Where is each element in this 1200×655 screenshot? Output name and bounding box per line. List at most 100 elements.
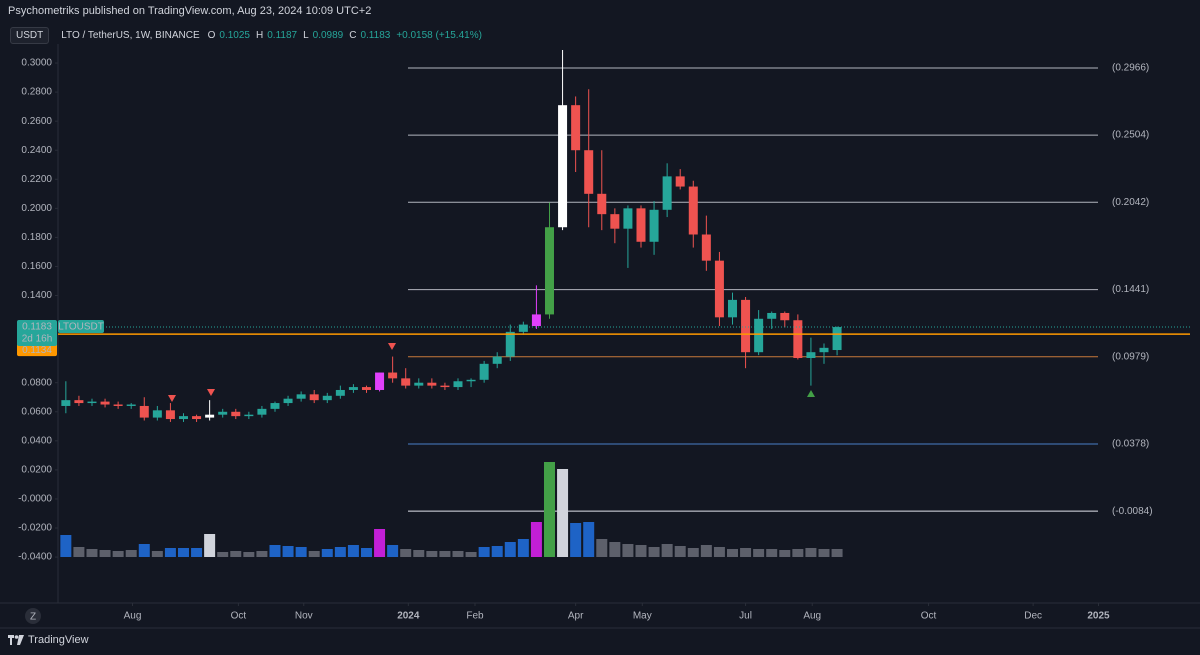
candle-body [479, 363, 489, 380]
symbol-tag: LTOUSDT [58, 322, 104, 333]
symbol-tag-box [58, 320, 104, 334]
candle-body [832, 327, 842, 351]
volume-bar [753, 549, 765, 557]
ohlc-value: 0.1025 [219, 30, 250, 41]
candle-body [571, 105, 581, 151]
candle-body [335, 389, 345, 396]
y-tick-label: 0.2600 [21, 116, 52, 127]
candle-body [688, 186, 698, 235]
volume-bar [687, 548, 699, 557]
volume-bar [269, 545, 281, 557]
volume-bar [112, 551, 124, 557]
level-label: (0.2504) [1112, 130, 1149, 141]
candle-body [531, 314, 541, 327]
candle-body [584, 150, 594, 194]
ohlc-key: H [256, 30, 264, 41]
y-tick-label: 0.2400 [21, 145, 52, 156]
candle-body [597, 193, 607, 215]
volume-bar [413, 550, 425, 557]
candle-body [453, 381, 463, 388]
ohlc-key: L [303, 30, 309, 41]
candle-body [296, 394, 306, 399]
volume-bar [478, 547, 490, 557]
candle-body [205, 414, 215, 418]
signal-up [807, 390, 815, 397]
candle-body [61, 400, 71, 406]
candle-body [741, 299, 751, 353]
candle-body [636, 208, 646, 242]
volume-bar [360, 548, 372, 557]
signal-down [388, 343, 396, 350]
ohlc-value: 0.0989 [312, 30, 344, 41]
volume-bar [256, 551, 268, 557]
candle-body [544, 227, 554, 315]
y-tick-label: 0.1800 [21, 232, 52, 243]
volume-bar [452, 551, 464, 557]
candle-body [87, 401, 97, 404]
timezone-button[interactable] [25, 608, 41, 624]
y-tick-label: -0.0400 [18, 552, 52, 563]
volume-bar [570, 523, 582, 557]
y-tick-label: 0.0600 [21, 406, 52, 417]
level-label: (0.1441) [1112, 284, 1149, 295]
candle-body [440, 385, 450, 388]
candle-body [623, 208, 633, 229]
ohlc-key: C [349, 30, 357, 41]
volume-bar [73, 547, 85, 557]
x-tick-label: Feb [466, 611, 484, 622]
volume-bar [779, 550, 791, 557]
brand-name: TradingView [28, 634, 89, 646]
volume-bar [138, 544, 150, 557]
volume-bar [766, 549, 778, 557]
brand: TradingView [8, 634, 89, 646]
volume-bar [308, 551, 320, 557]
y-tick-label: -0.0200 [18, 523, 52, 534]
volume-bar [177, 548, 189, 557]
volume-bar [295, 547, 307, 557]
candle-body [727, 299, 737, 318]
candle-body [518, 324, 528, 332]
volume-bar [517, 539, 529, 557]
volume-bar [543, 462, 555, 557]
volume-bar [700, 545, 712, 557]
volume-bar [530, 522, 542, 557]
candle-body [100, 401, 110, 405]
unit-button[interactable]: USDT [10, 27, 50, 44]
volume-bar [648, 547, 660, 557]
y-tick-label: -0.0000 [18, 494, 52, 505]
candle-body [819, 347, 829, 353]
price-line-label: 0.1134 [22, 345, 52, 356]
level-label: (0.2966) [1112, 63, 1149, 74]
candle-body [714, 260, 724, 318]
candle-body [754, 318, 764, 353]
last-price-box [17, 320, 57, 347]
volume-bar [674, 546, 686, 557]
volume-bar [713, 547, 725, 557]
volume-bar [243, 552, 255, 557]
volume-bar [151, 551, 163, 557]
volume-bar [400, 549, 412, 557]
x-tick-label: 2025 [1087, 611, 1110, 622]
volume-bar [282, 546, 294, 557]
volume-bar [583, 522, 595, 557]
candle-body [322, 395, 332, 401]
volume-bar [491, 546, 503, 557]
timezone-label: Z [30, 612, 36, 623]
candle-body [348, 387, 358, 390]
candle-body [139, 405, 149, 418]
signal-down [168, 395, 176, 402]
candle-body [165, 410, 175, 420]
candle-body [793, 320, 803, 359]
candle-body [427, 382, 437, 386]
y-tick-label: 0.1400 [21, 290, 52, 301]
volume-bar [164, 548, 176, 557]
volume-bar [347, 545, 359, 557]
volume-bar [792, 549, 804, 557]
candle-body [192, 416, 202, 420]
volume-bar [609, 542, 621, 557]
candle-body [152, 410, 162, 418]
candle-body [414, 382, 424, 386]
publisher: Psychometriks published on TradingView.c… [8, 5, 372, 17]
volume-bar [740, 548, 752, 557]
candle-body [401, 378, 411, 386]
